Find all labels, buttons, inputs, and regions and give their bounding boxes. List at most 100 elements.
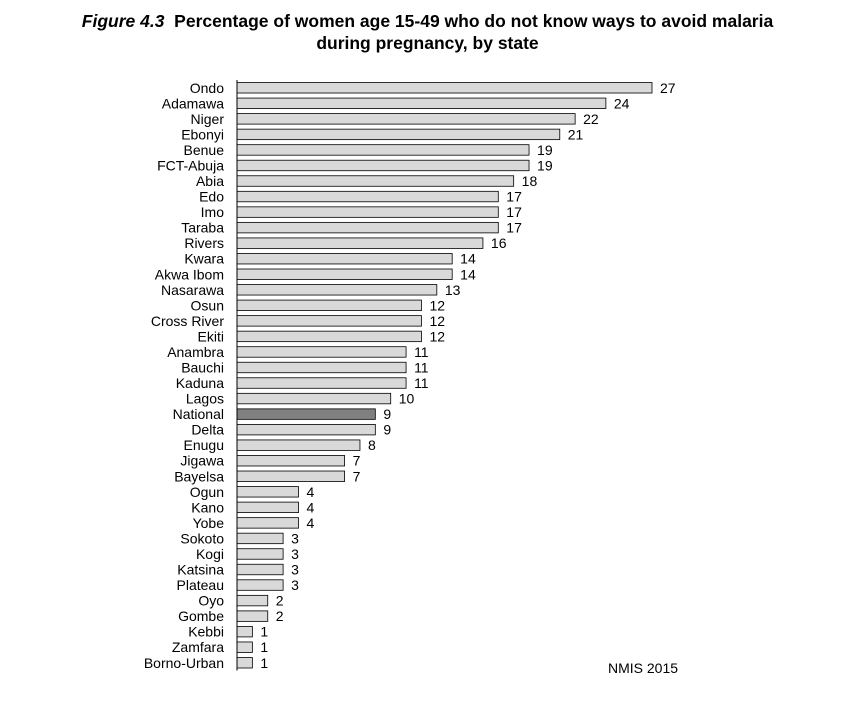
category-label: Taraba <box>181 220 224 236</box>
bar <box>236 423 376 436</box>
data-label: 12 <box>429 313 445 329</box>
category-label: Enugu <box>184 437 224 453</box>
bar <box>236 610 269 622</box>
data-label: 11 <box>414 344 429 360</box>
category-label: Cross River <box>151 313 224 329</box>
category-label: Kogi <box>196 546 224 562</box>
data-label: 2 <box>276 608 284 624</box>
bar <box>236 82 653 94</box>
bar <box>236 532 284 545</box>
data-label: 11 <box>414 359 429 375</box>
category-label: Kwara <box>184 251 224 267</box>
category-label: Niger <box>191 111 225 127</box>
category-label: Benue <box>184 142 225 158</box>
bar <box>236 299 422 311</box>
data-label: 12 <box>429 297 445 313</box>
category-label: Akwa Ibom <box>155 266 224 282</box>
bar <box>236 517 299 529</box>
data-label: 3 <box>291 577 299 593</box>
category-label: Ekiti <box>198 328 224 344</box>
category-label: Abia <box>196 173 224 189</box>
data-label: 19 <box>537 142 553 158</box>
bar <box>236 128 561 141</box>
title-text-1: Percentage of women age 15-49 who do not… <box>174 11 774 31</box>
bar <box>236 501 299 514</box>
category-label: Zamfara <box>172 639 224 655</box>
bar <box>236 97 607 109</box>
category-label: Oyo <box>198 593 224 609</box>
bar <box>236 361 407 374</box>
bar <box>236 190 499 203</box>
bar <box>236 486 299 498</box>
bar <box>236 392 392 405</box>
title-line-1: Figure 4.3 Percentage of women age 15-49… <box>0 10 855 32</box>
category-label: Ogun <box>190 484 224 500</box>
data-label: 3 <box>291 530 299 546</box>
title-line-2: during pregnancy, by state <box>316 33 539 53</box>
bar <box>236 470 345 482</box>
data-label: 4 <box>306 484 314 500</box>
category-label: Anambra <box>167 344 224 360</box>
data-label: 1 <box>260 639 268 655</box>
bar <box>236 330 422 343</box>
bar-national-highlight <box>236 408 376 420</box>
category-label: Rivers <box>184 235 224 251</box>
category-label: Ebonyi <box>181 126 224 142</box>
bar <box>236 641 253 653</box>
category-label: FCT-Abuja <box>157 157 224 173</box>
data-label: 17 <box>506 204 522 220</box>
bar <box>236 579 284 591</box>
data-label: 1 <box>260 655 268 671</box>
bar <box>236 563 284 576</box>
data-label: 19 <box>537 157 553 173</box>
bar <box>236 253 453 265</box>
data-label: 17 <box>506 220 522 236</box>
category-label: Osun <box>191 297 224 313</box>
category-label: Adamawa <box>162 95 224 111</box>
bar <box>236 315 422 327</box>
bar <box>236 439 361 451</box>
data-label: 10 <box>399 391 415 407</box>
figure-label: Figure 4.3 <box>81 11 165 31</box>
bar <box>236 221 499 234</box>
category-label: Bayelsa <box>174 468 224 484</box>
data-label: 11 <box>414 375 429 391</box>
category-label: Plateau <box>177 577 224 593</box>
data-label: 14 <box>460 251 476 267</box>
bar <box>236 206 499 218</box>
source-note: NMIS 2015 <box>608 660 679 676</box>
bar <box>236 346 407 358</box>
data-label: 16 <box>491 235 507 251</box>
data-label: 3 <box>291 562 299 578</box>
category-label: Kano <box>191 499 224 515</box>
category-label: Yobe <box>193 515 225 531</box>
data-label: 13 <box>445 282 461 298</box>
data-label: 17 <box>506 189 522 205</box>
bar <box>236 268 453 280</box>
bar <box>236 657 253 669</box>
bar <box>236 284 438 296</box>
data-label: 27 <box>660 80 676 96</box>
bar <box>236 548 284 560</box>
data-label: 18 <box>522 173 538 189</box>
data-label: 21 <box>568 126 584 142</box>
category-label: Kebbi <box>188 624 224 640</box>
data-label: 3 <box>291 546 299 562</box>
data-label: 4 <box>306 515 314 531</box>
bar <box>236 159 530 172</box>
data-label: 4 <box>306 499 314 515</box>
data-label: 14 <box>460 266 476 282</box>
category-label: Katsina <box>177 562 224 578</box>
category-label: Edo <box>199 189 224 205</box>
category-label: Borno-Urban <box>144 655 224 671</box>
data-label: 2 <box>276 593 284 609</box>
data-label: 9 <box>383 406 391 422</box>
data-label: 9 <box>383 422 391 438</box>
category-label: Nasarawa <box>161 282 224 298</box>
bar <box>236 594 269 607</box>
category-label: Ondo <box>190 80 224 96</box>
bar <box>236 175 515 187</box>
category-label: Sokoto <box>180 530 224 546</box>
category-label: Kaduna <box>176 375 224 391</box>
